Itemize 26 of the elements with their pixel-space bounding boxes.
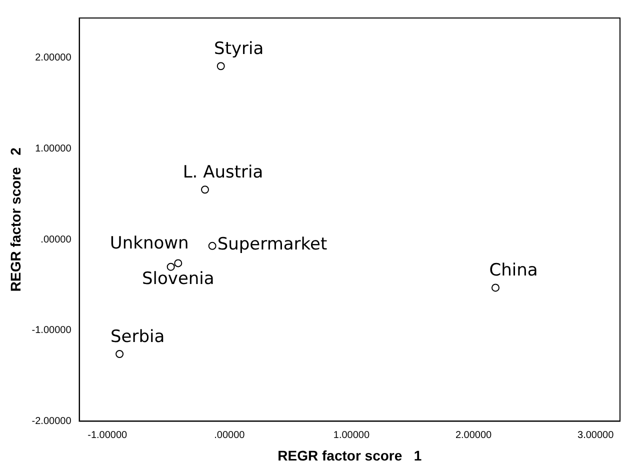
y-tick-label: -2.00000 <box>32 416 72 427</box>
point <box>201 186 209 194</box>
x-tick-label: 1.00000 <box>333 430 370 441</box>
point <box>116 350 124 358</box>
point <box>208 242 216 250</box>
x-tick-label: -1.00000 <box>88 430 128 441</box>
x-axis-title: REGR factor score 1 <box>278 447 422 464</box>
point <box>216 62 225 70</box>
annotation: L. Austria <box>182 162 264 183</box>
x-tick-label: 2.00000 <box>455 430 492 441</box>
y-tick-label: 1.00000 <box>35 144 72 155</box>
annotation: Unknown <box>110 234 189 254</box>
x-tick-label: .00000 <box>214 430 246 441</box>
y-tick-label: -1.00000 <box>32 325 72 336</box>
annotation: Serbia <box>110 326 165 347</box>
point <box>174 259 182 268</box>
y-axis-title: REGR factor score 2 <box>7 147 24 292</box>
point <box>166 262 175 271</box>
y-tick-label: 2.00000 <box>35 52 72 64</box>
x-tick-label: 3.00000 <box>578 430 614 441</box>
y-tick-label: .00000 <box>40 234 72 246</box>
annotation: China <box>489 260 538 281</box>
annotation: Styria <box>214 39 264 60</box>
annotation: Supermarket <box>217 234 328 254</box>
annotation: Slovenia <box>142 269 214 290</box>
point <box>492 284 500 292</box>
